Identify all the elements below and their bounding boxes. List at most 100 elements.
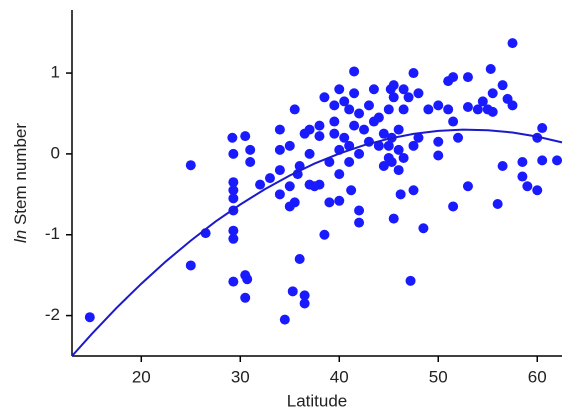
y-axis-label-text: Stem number [11, 123, 30, 225]
point [517, 156, 528, 167]
point [532, 185, 543, 196]
point [477, 96, 488, 107]
point [388, 213, 399, 224]
point [264, 173, 275, 184]
point [388, 80, 399, 91]
point [346, 185, 357, 196]
point [408, 68, 419, 79]
x-tick-label: 30 [231, 367, 250, 386]
point [228, 177, 239, 188]
point [228, 185, 239, 196]
point [245, 144, 256, 155]
x-axis-label: Latitude [287, 391, 348, 410]
point [227, 132, 238, 143]
point [344, 156, 355, 167]
point [395, 189, 406, 200]
point [462, 181, 473, 192]
point [462, 102, 473, 113]
point [443, 104, 454, 115]
point [287, 286, 298, 297]
point [388, 92, 399, 103]
point [339, 96, 350, 107]
point [492, 199, 503, 210]
point [228, 225, 239, 236]
point [289, 104, 300, 115]
point [363, 100, 374, 111]
point [393, 144, 404, 155]
point [522, 181, 533, 192]
point [334, 169, 345, 180]
y-axis-label: ln Stem number [11, 123, 30, 243]
point [292, 169, 303, 180]
point [354, 148, 365, 159]
point [408, 185, 419, 196]
point [349, 66, 360, 77]
point [274, 165, 285, 176]
y-tick-label: -1 [45, 224, 60, 243]
point [537, 155, 548, 166]
point [319, 92, 330, 103]
point [274, 189, 285, 200]
point [334, 195, 345, 206]
point [240, 292, 251, 303]
point [228, 233, 239, 244]
point [497, 80, 508, 91]
point [398, 152, 409, 163]
point [304, 148, 315, 159]
point [393, 165, 404, 176]
point [413, 132, 424, 143]
point [334, 84, 345, 95]
point [354, 217, 365, 228]
point [462, 72, 473, 83]
point [552, 155, 563, 166]
point [472, 104, 483, 115]
point [433, 150, 444, 161]
point [537, 123, 548, 134]
x-tick-label: 50 [429, 367, 448, 386]
point [339, 132, 350, 143]
point [373, 140, 384, 151]
point [84, 312, 95, 323]
point [398, 104, 409, 115]
point [274, 124, 285, 135]
point [517, 171, 528, 182]
point [405, 275, 416, 286]
point [284, 140, 295, 151]
point [433, 100, 444, 111]
point [453, 132, 464, 143]
point [242, 274, 253, 285]
point [344, 140, 355, 151]
point [344, 104, 355, 115]
y-tick-label: -2 [45, 305, 60, 324]
point [497, 161, 508, 172]
point [423, 104, 434, 115]
point [294, 253, 305, 264]
y-axis-label-italic: ln [11, 230, 30, 243]
point [485, 64, 496, 75]
point [349, 88, 360, 99]
point [448, 116, 459, 127]
point [314, 179, 325, 190]
point [487, 106, 498, 117]
point [418, 223, 429, 234]
point [324, 197, 335, 208]
point [299, 290, 310, 301]
point [373, 112, 384, 123]
point [507, 38, 518, 49]
point [314, 131, 325, 142]
point [413, 88, 424, 99]
point [408, 140, 419, 151]
point [383, 140, 394, 151]
point [228, 148, 239, 159]
point [289, 197, 300, 208]
point [359, 124, 370, 135]
point [433, 136, 444, 147]
point [329, 116, 340, 127]
point [507, 100, 518, 111]
point [304, 124, 315, 135]
point [240, 131, 251, 142]
point [354, 108, 365, 119]
point [383, 104, 394, 115]
